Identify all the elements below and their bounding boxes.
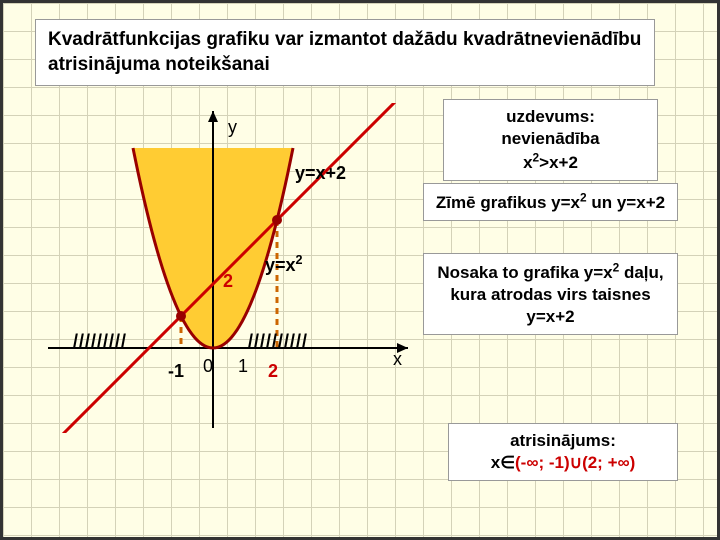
- solution-label: atrisinājums:: [510, 431, 616, 450]
- solution-answer: x∈(-∞; -1)∪(2; +∞): [491, 453, 636, 472]
- task-ineq: x2>x+2: [523, 153, 578, 172]
- hatch-left: / / / / / / / / /: [73, 331, 124, 352]
- parabola-label: y=x2: [265, 253, 303, 276]
- chart: y x y=x+2 y=x2 -1 0 1 2 2 / / / / / / / …: [43, 103, 413, 433]
- line-label: y=x+2: [295, 163, 346, 184]
- task-line2: nevienādība: [501, 129, 599, 148]
- tick-neg1: -1: [168, 361, 184, 382]
- task-box: uzdevums: nevienādība x2>x+2: [443, 99, 658, 181]
- title-box: Kvadrātfunkcijas grafiku var izmantot da…: [35, 19, 655, 86]
- y-axis-label: y: [228, 117, 237, 138]
- step2-box: Nosaka to grafika y=x2 daļu, kura atroda…: [423, 253, 678, 335]
- tick-0: 0: [203, 356, 213, 377]
- slide: Kvadrātfunkcijas grafiku var izmantot da…: [0, 0, 720, 540]
- step1-text: Zīmē grafikus y=x2 un y=x+2: [436, 193, 665, 212]
- chart-svg: [43, 103, 413, 433]
- x-axis-label: x: [393, 349, 402, 370]
- task-label: uzdevums:: [506, 107, 595, 126]
- point-2: [272, 215, 282, 225]
- step1-box: Zīmē grafikus y=x2 un y=x+2: [423, 183, 678, 221]
- step2-text: Nosaka to grafika y=x2 daļu, kura atroda…: [437, 263, 663, 326]
- title-text: Kvadrātfunkcijas grafiku var izmantot da…: [48, 29, 641, 75]
- hatch-right: / / / / / / / / / /: [248, 331, 305, 352]
- tick-y2: 2: [223, 271, 233, 292]
- tick-2: 2: [268, 361, 278, 382]
- y-axis-arrow: [208, 111, 218, 122]
- point-1: [176, 311, 186, 321]
- tick-1: 1: [238, 356, 248, 377]
- solution-box: atrisinājums: x∈(-∞; -1)∪(2; +∞): [448, 423, 678, 481]
